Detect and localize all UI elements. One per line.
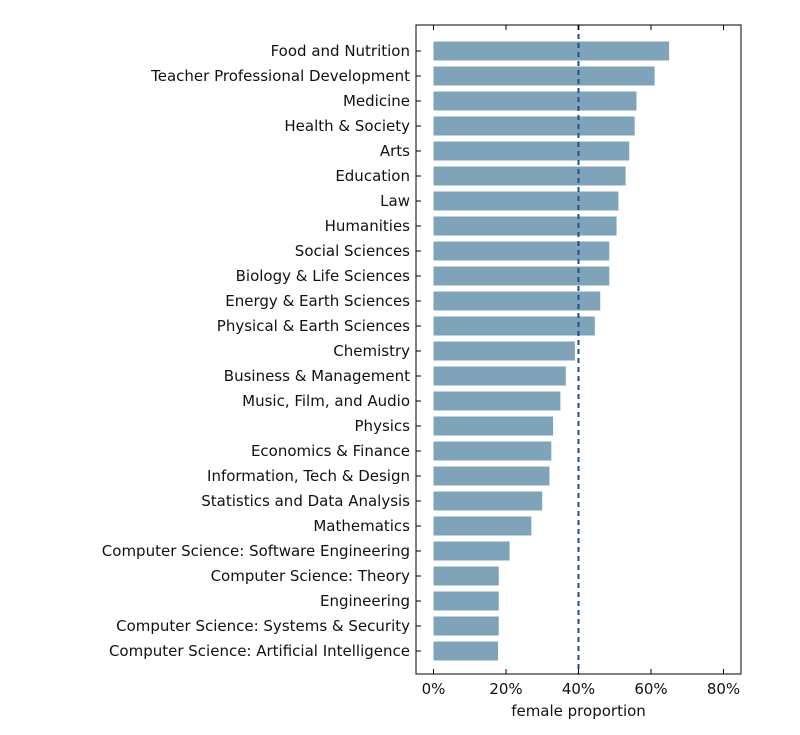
bar — [433, 491, 543, 511]
category-label: Law — [380, 192, 410, 210]
x-tick-label: 40% — [562, 680, 595, 698]
category-label: Statistics and Data Analysis — [201, 492, 410, 510]
category-label: Physical & Earth Sciences — [217, 317, 410, 335]
category-label: Music, Film, and Audio — [242, 392, 410, 410]
bar — [433, 191, 619, 211]
category-label: Humanities — [325, 217, 411, 235]
category-label: Physics — [355, 417, 411, 435]
bar — [433, 391, 561, 411]
category-label: Business & Management — [224, 367, 410, 385]
bar — [433, 591, 499, 611]
bar — [433, 616, 499, 636]
bar — [433, 466, 550, 486]
x-tick-label: 80% — [707, 680, 740, 698]
category-label: Engineering — [320, 592, 410, 610]
bars-group — [433, 41, 670, 661]
x-axis-title: female proportion — [511, 702, 646, 720]
bar — [433, 516, 532, 536]
category-label: Economics & Finance — [251, 442, 410, 460]
bar — [433, 216, 617, 236]
bar — [433, 366, 566, 386]
category-labels: Food and Nutrition Teacher Professional D… — [102, 42, 421, 660]
bar — [433, 316, 595, 336]
bar — [433, 66, 655, 86]
category-label: Computer Science: Artificial Intelligenc… — [109, 642, 410, 660]
bar — [433, 541, 510, 561]
bar — [433, 291, 601, 311]
bar — [433, 166, 626, 186]
category-label: Teacher Professional Development — [150, 67, 410, 85]
bar — [433, 91, 637, 111]
x-tick-label: 0% — [422, 680, 446, 698]
category-label: Mathematics — [313, 517, 410, 535]
x-axis-ticks: 0% 20% 40% 60% 80% — [422, 25, 740, 698]
category-label: Health & Society — [284, 117, 410, 135]
category-label: Education — [335, 167, 410, 185]
x-tick-label: 60% — [634, 680, 667, 698]
bar — [433, 141, 630, 161]
bar — [433, 266, 610, 286]
bar — [433, 566, 499, 586]
bar — [433, 116, 635, 136]
category-label: Energy & Earth Sciences — [225, 292, 410, 310]
category-label: Computer Science: Theory — [211, 567, 411, 585]
bar — [433, 241, 610, 261]
bar — [433, 416, 554, 436]
category-label: Food and Nutrition — [271, 42, 410, 60]
bar — [433, 641, 499, 661]
x-tick-label: 20% — [489, 680, 522, 698]
bar — [433, 41, 670, 61]
category-label: Computer Science: Software Engineering — [102, 542, 410, 560]
category-label: Chemistry — [333, 342, 410, 360]
category-label: Information, Tech & Design — [207, 467, 410, 485]
category-label: Arts — [380, 142, 410, 160]
category-label: Biology & Life Sciences — [236, 267, 411, 285]
bar — [433, 441, 552, 461]
bar — [433, 341, 575, 361]
category-label: Medicine — [343, 92, 410, 110]
category-label: Social Sciences — [295, 242, 410, 260]
category-label: Computer Science: Systems & Security — [116, 617, 410, 635]
